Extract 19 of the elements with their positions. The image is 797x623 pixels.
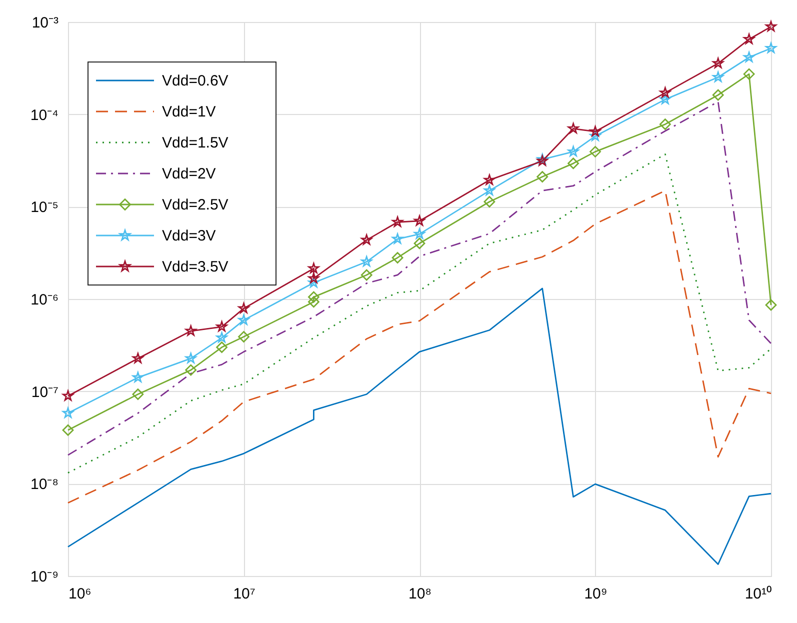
legend-label: Vdd=3V xyxy=(162,228,216,244)
x-tick-label: 10⁷ xyxy=(233,586,256,602)
legend-label: Vdd=0.6V xyxy=(162,72,228,90)
x-tick-label: 10¹⁰ xyxy=(744,586,772,602)
x-tick-label: 10⁸ xyxy=(408,586,432,602)
y-tick-label: 10⁻⁴ xyxy=(30,106,58,124)
y-tick-label: 10⁻⁵ xyxy=(30,199,58,216)
y-tick-label: 10⁻⁶ xyxy=(30,292,58,308)
legend-label: Vdd=1V xyxy=(162,104,216,120)
y-tick-label: 10⁻³ xyxy=(32,14,58,32)
legend-label: Vdd=2V xyxy=(162,166,216,182)
y-tick-label: 10⁻⁹ xyxy=(30,568,58,586)
legend-label: Vdd=2.5V xyxy=(162,196,228,214)
y-tick-label: 10⁻⁸ xyxy=(30,476,58,494)
y-tick-label: 10⁻⁷ xyxy=(31,384,58,401)
legend-label: Vdd=1.5V xyxy=(162,134,228,152)
legend-label: Vdd=3.5V xyxy=(162,258,228,276)
x-tick-label: 10⁶ xyxy=(68,586,92,602)
x-tick-label: 10⁹ xyxy=(584,586,608,602)
